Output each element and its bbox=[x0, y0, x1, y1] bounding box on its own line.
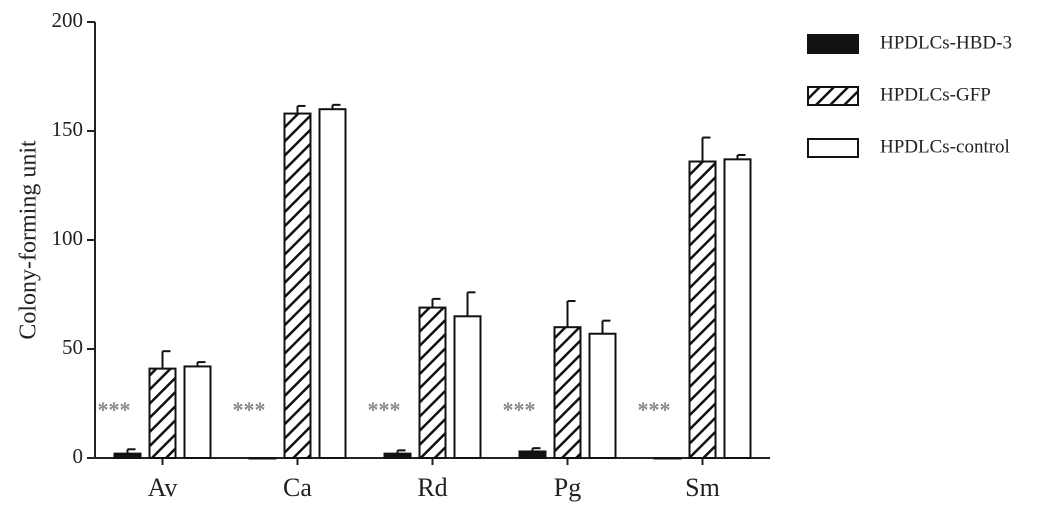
error-bar bbox=[566, 300, 576, 328]
error-bar bbox=[396, 449, 406, 454]
x-tick-label: Av bbox=[148, 473, 178, 502]
bar bbox=[383, 452, 412, 460]
legend-label: HPDLCs-GFP bbox=[880, 84, 991, 105]
x-tick-label: Pg bbox=[554, 473, 581, 502]
annotation: *** bbox=[368, 397, 401, 422]
y-tick-label: 150 bbox=[52, 117, 84, 141]
bar bbox=[113, 452, 142, 460]
bar bbox=[418, 306, 447, 459]
legend-swatch bbox=[807, 86, 859, 106]
bar bbox=[148, 367, 177, 459]
bar bbox=[588, 332, 617, 459]
annotation: *** bbox=[98, 397, 131, 422]
annotation: *** bbox=[638, 397, 671, 422]
x-tick-label: Sm bbox=[685, 473, 720, 502]
bar bbox=[248, 457, 277, 460]
legend-label: HPDLCs-control bbox=[880, 136, 1010, 157]
y-axis-label: Colony-forming unit bbox=[16, 140, 42, 340]
bar bbox=[453, 315, 482, 459]
bar bbox=[688, 160, 717, 460]
bar bbox=[318, 108, 347, 459]
bar bbox=[653, 457, 682, 460]
y-tick-label: 50 bbox=[62, 335, 83, 359]
legend-swatch bbox=[807, 34, 859, 54]
y-tick-label: 100 bbox=[52, 226, 84, 250]
annotation: *** bbox=[233, 397, 266, 422]
annotation: *** bbox=[503, 397, 536, 422]
y-tick-label: 200 bbox=[52, 8, 84, 32]
bar bbox=[283, 112, 312, 459]
error-bar bbox=[331, 103, 341, 110]
bar bbox=[183, 365, 212, 459]
error-bar bbox=[296, 104, 306, 114]
error-bar bbox=[126, 448, 136, 454]
x-tick-label: Ca bbox=[283, 473, 312, 502]
x-tick-label: Rd bbox=[417, 473, 447, 502]
bar bbox=[723, 158, 752, 459]
bar bbox=[553, 326, 582, 460]
bar bbox=[518, 450, 547, 459]
legend-label: HPDLCs-HBD-3 bbox=[880, 32, 1012, 53]
error-bar bbox=[196, 361, 206, 367]
error-bar bbox=[161, 350, 171, 369]
error-bar bbox=[531, 447, 541, 452]
error-bar bbox=[466, 291, 476, 317]
error-bar bbox=[601, 319, 611, 334]
y-tick-label: 0 bbox=[73, 444, 84, 468]
error-bar bbox=[431, 297, 441, 308]
legend-swatch bbox=[807, 138, 859, 158]
error-bar bbox=[736, 153, 746, 160]
error-bar bbox=[701, 136, 711, 162]
